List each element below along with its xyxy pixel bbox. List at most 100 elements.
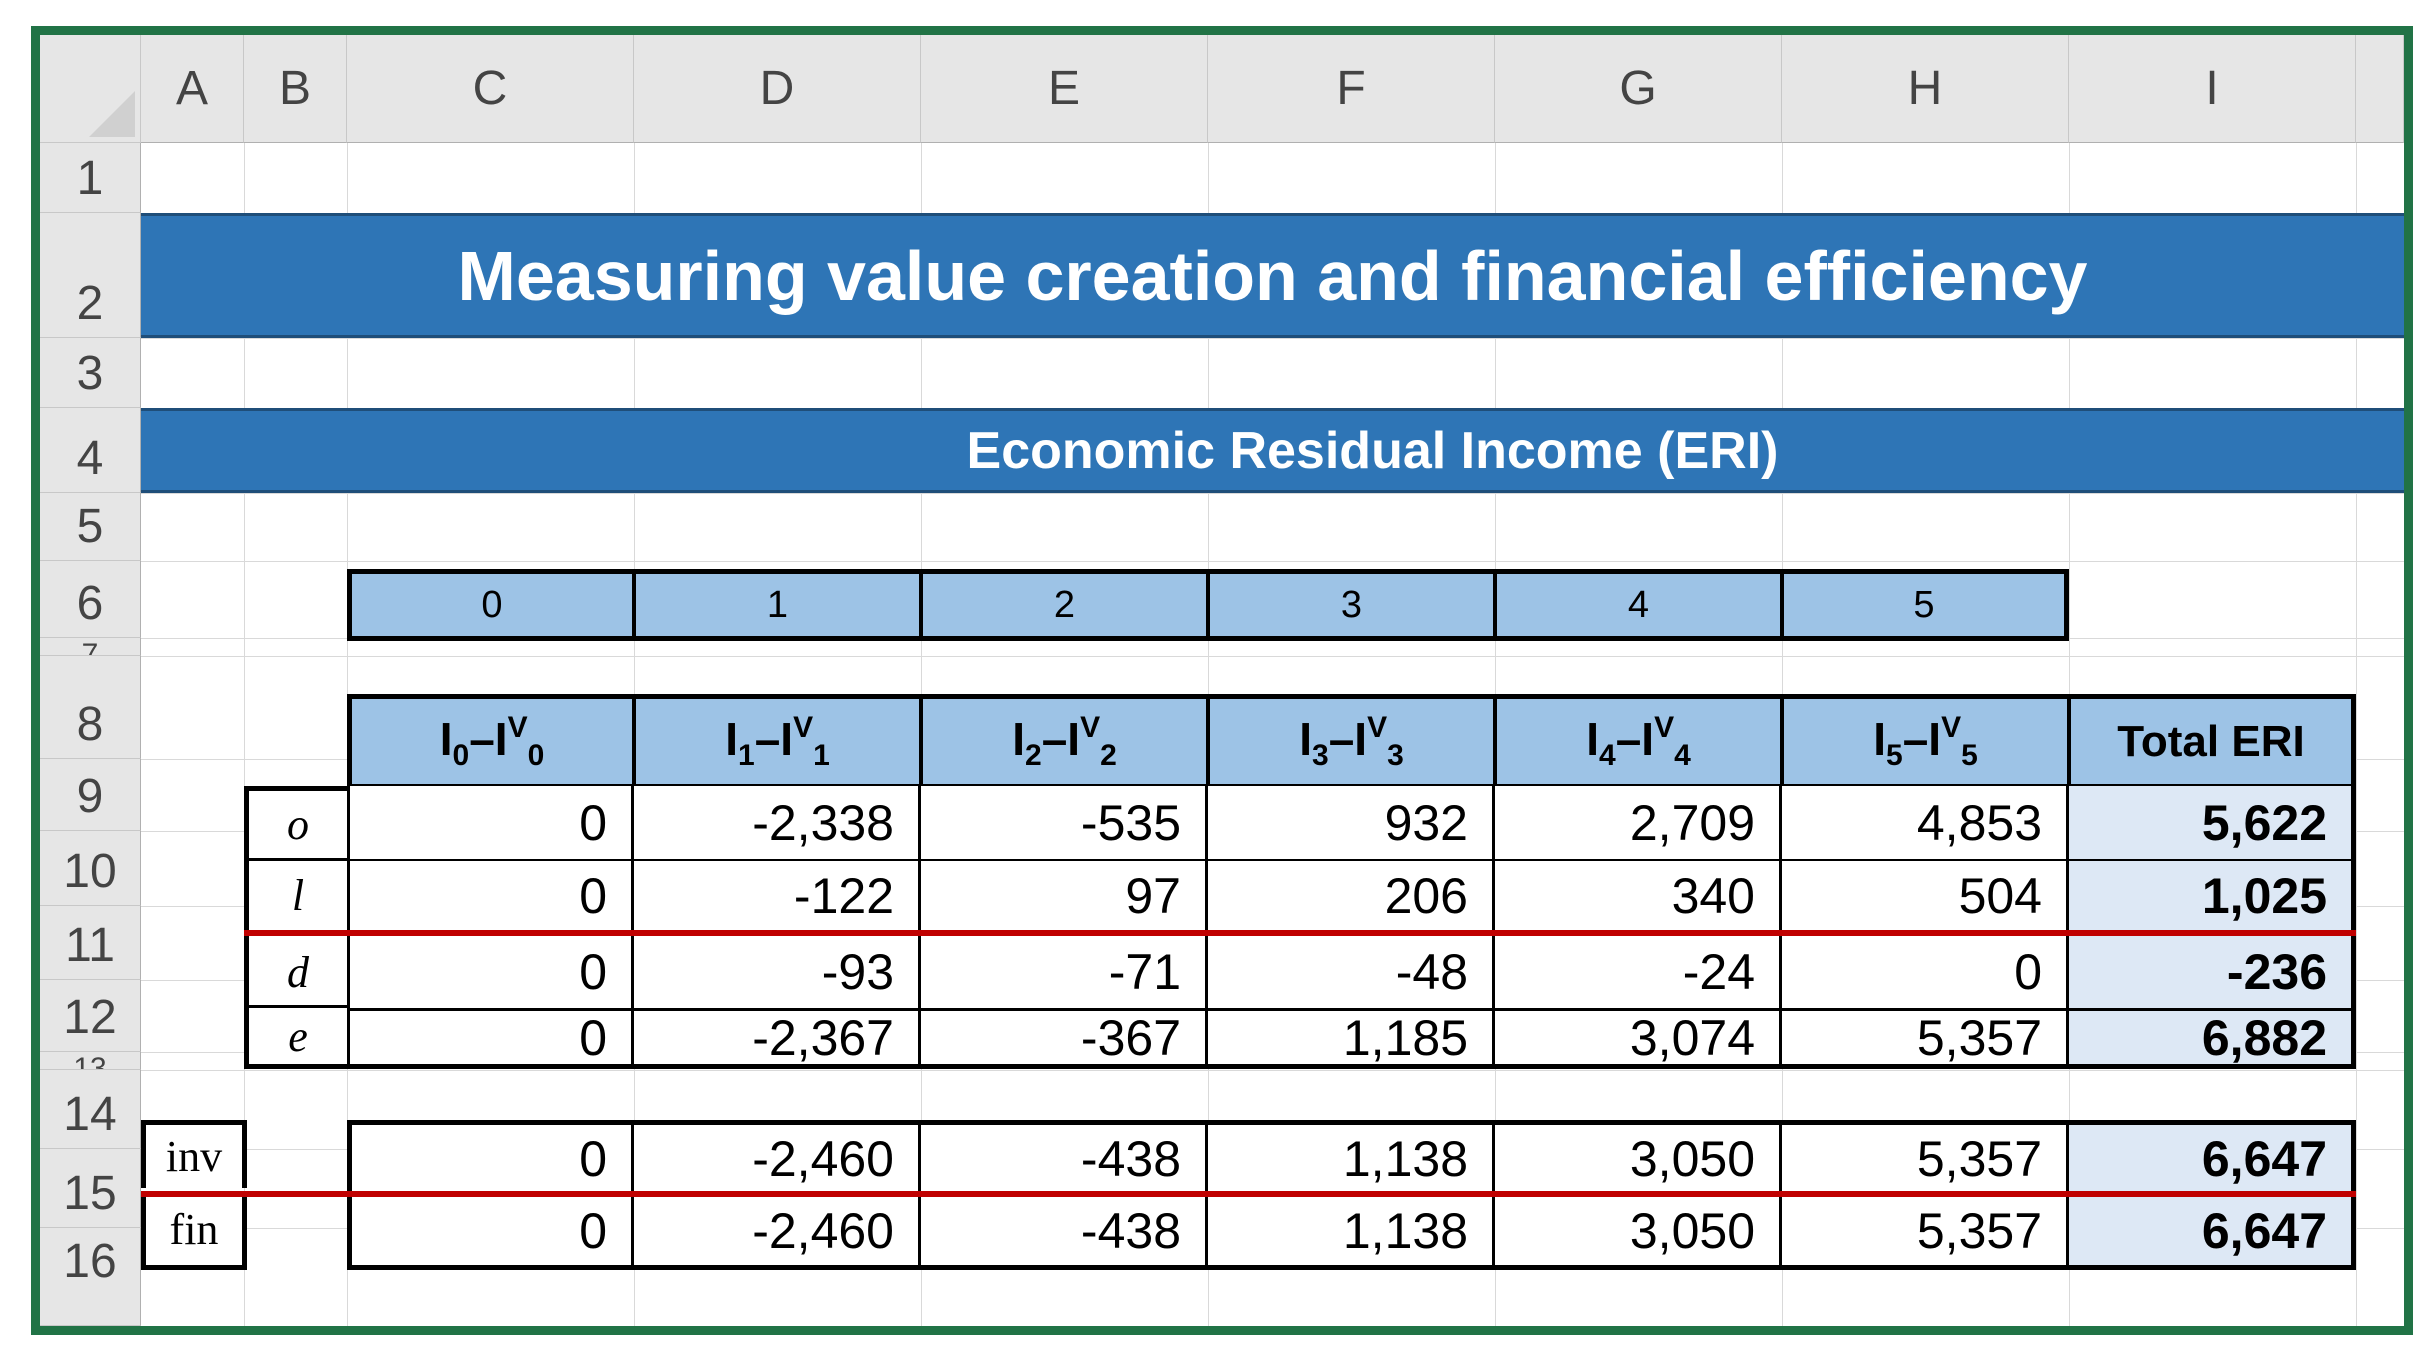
row-label-o[interactable]: o <box>249 791 347 857</box>
period-cell-4[interactable]: 4 <box>1495 569 1782 641</box>
value-cell[interactable]: 0 <box>1782 936 2069 1008</box>
row-label-text: o <box>287 799 309 849</box>
header-cell-total[interactable]: Total ERI <box>2069 694 2356 786</box>
row-header-10[interactable]: 10 <box>40 831 141 906</box>
value-cell[interactable]: -367 <box>921 1008 1208 1066</box>
header-cell-0[interactable]: I0–IV0 <box>347 694 634 786</box>
header-cell-2[interactable]: I2–IV2 <box>921 694 1208 786</box>
value-cell[interactable]: -122 <box>634 861 921 930</box>
value-cell[interactable]: -438 <box>921 1197 1208 1265</box>
header-formula-5: I5–IV5 <box>1873 710 1978 772</box>
value-cell[interactable]: 0 <box>352 1125 634 1193</box>
value-cell[interactable]: 2,709 <box>1495 786 1782 860</box>
value-cell[interactable]: -438 <box>921 1125 1208 1193</box>
total-cell[interactable]: 6,882 <box>2069 1008 2351 1066</box>
header-cell-5[interactable]: I5–IV5 <box>1782 694 2069 786</box>
value-cell[interactable]: 0 <box>352 1197 634 1265</box>
period-cell-3[interactable]: 3 <box>1208 569 1495 641</box>
select-all-triangle-icon <box>89 91 135 137</box>
total-cell[interactable]: -236 <box>2069 936 2351 1008</box>
period-cell-5[interactable]: 5 <box>1782 569 2069 641</box>
value-cell[interactable]: -93 <box>634 936 921 1008</box>
value-cell[interactable]: 5,357 <box>1782 1125 2069 1193</box>
period-cell-1[interactable]: 1 <box>634 569 921 641</box>
row-header-11[interactable]: 11 <box>40 906 141 980</box>
column-header-c[interactable]: C <box>347 35 634 143</box>
value-cell[interactable]: 3,074 <box>1495 1008 1782 1066</box>
row-header-9[interactable]: 9 <box>40 759 141 831</box>
row-header-8[interactable]: 8 <box>40 656 141 759</box>
value-cell[interactable]: 932 <box>1208 786 1495 860</box>
gridline <box>141 338 2404 339</box>
row-separator <box>350 859 2351 861</box>
row-header-12[interactable]: 12 <box>40 980 141 1052</box>
header-cell-3[interactable]: I3–IV3 <box>1208 694 1495 786</box>
value-cell[interactable]: 504 <box>1782 861 2069 930</box>
value-cell[interactable]: 0 <box>350 861 634 930</box>
value-cell[interactable]: 0 <box>350 1008 634 1066</box>
header-formula-2: I2–IV2 <box>1012 710 1117 772</box>
row-header-3[interactable]: 3 <box>40 338 141 408</box>
value-cell[interactable]: 340 <box>1495 861 1782 930</box>
value-cell[interactable]: -2,460 <box>634 1197 921 1265</box>
total-cell[interactable]: 6,647 <box>2069 1125 2351 1193</box>
value-cell[interactable]: 3,050 <box>1495 1125 1782 1193</box>
row-label-l[interactable]: l <box>249 861 347 929</box>
column-header-g[interactable]: G <box>1495 35 1782 143</box>
row-label-inv[interactable]: inv <box>141 1120 247 1188</box>
column-header-a[interactable]: A <box>141 35 244 143</box>
value-cell[interactable]: 97 <box>921 861 1208 930</box>
row-label-text: l <box>291 870 305 920</box>
total-cell[interactable]: 6,647 <box>2069 1197 2351 1265</box>
value-cell[interactable]: 3,050 <box>1495 1197 1782 1265</box>
value-cell[interactable]: -535 <box>921 786 1208 860</box>
value-cell[interactable]: -48 <box>1208 936 1495 1008</box>
row-header-14[interactable]: 14 <box>40 1070 141 1149</box>
value-cell[interactable]: -2,460 <box>634 1125 921 1193</box>
total-cell[interactable]: 5,622 <box>2069 786 2351 860</box>
title-banner[interactable]: Measuring value creation and financial e… <box>141 213 2404 338</box>
row-header-2[interactable]: 2 <box>40 213 141 338</box>
value-cell[interactable]: -71 <box>921 936 1208 1008</box>
header-cell-1[interactable]: I1–IV1 <box>634 694 921 786</box>
value-cell[interactable]: 1,138 <box>1208 1197 1495 1265</box>
header-cell-4[interactable]: I4–IV4 <box>1495 694 1782 786</box>
separator-line <box>141 1191 2356 1197</box>
row-header-15[interactable]: 15 <box>40 1149 141 1228</box>
value-cell[interactable]: 5,357 <box>1782 1197 2069 1265</box>
column-header-i[interactable]: I <box>2069 35 2356 143</box>
row-header-6[interactable]: 6 <box>40 561 141 638</box>
value-cell[interactable]: 0 <box>350 786 634 860</box>
column-header-b[interactable]: B <box>244 35 347 143</box>
row-header-4[interactable]: 4 <box>40 408 141 493</box>
period-cell-0[interactable]: 0 <box>347 569 634 641</box>
row-header-5[interactable]: 5 <box>40 493 141 561</box>
row-header-1[interactable]: 1 <box>40 143 141 213</box>
value-cell[interactable]: 206 <box>1208 861 1495 930</box>
period-cell-2[interactable]: 2 <box>921 569 1208 641</box>
value-cell[interactable]: -24 <box>1495 936 1782 1008</box>
row-label-d[interactable]: d <box>249 936 347 1008</box>
row-label-fin[interactable]: fin <box>141 1194 247 1270</box>
row-header-7[interactable]: 7 <box>40 638 141 656</box>
column-header-h[interactable]: H <box>1782 35 2069 143</box>
row-header-13[interactable]: 13 <box>40 1052 141 1070</box>
row-label-e[interactable]: e <box>249 1008 347 1064</box>
row-header-16[interactable]: 16 <box>40 1228 141 1326</box>
column-header-f[interactable]: F <box>1208 35 1495 143</box>
value-cell[interactable]: 1,185 <box>1208 1008 1495 1066</box>
select-all-corner[interactable] <box>40 35 141 143</box>
subtitle-banner[interactable]: Economic Residual Income (ERI) <box>141 408 2404 493</box>
value-cell[interactable]: 1,138 <box>1208 1125 1495 1193</box>
value-cell[interactable]: -2,367 <box>634 1008 921 1066</box>
row-label-text: fin <box>169 1205 219 1254</box>
value-cell[interactable]: -2,338 <box>634 786 921 860</box>
value-cell[interactable]: 0 <box>350 936 634 1008</box>
label-separator <box>249 1005 347 1008</box>
total-cell[interactable]: 1,025 <box>2069 861 2351 930</box>
gridline <box>141 493 2404 494</box>
value-cell[interactable]: 5,357 <box>1782 1008 2069 1066</box>
column-header-e[interactable]: E <box>921 35 1208 143</box>
column-header-d[interactable]: D <box>634 35 921 143</box>
value-cell[interactable]: 4,853 <box>1782 786 2069 860</box>
